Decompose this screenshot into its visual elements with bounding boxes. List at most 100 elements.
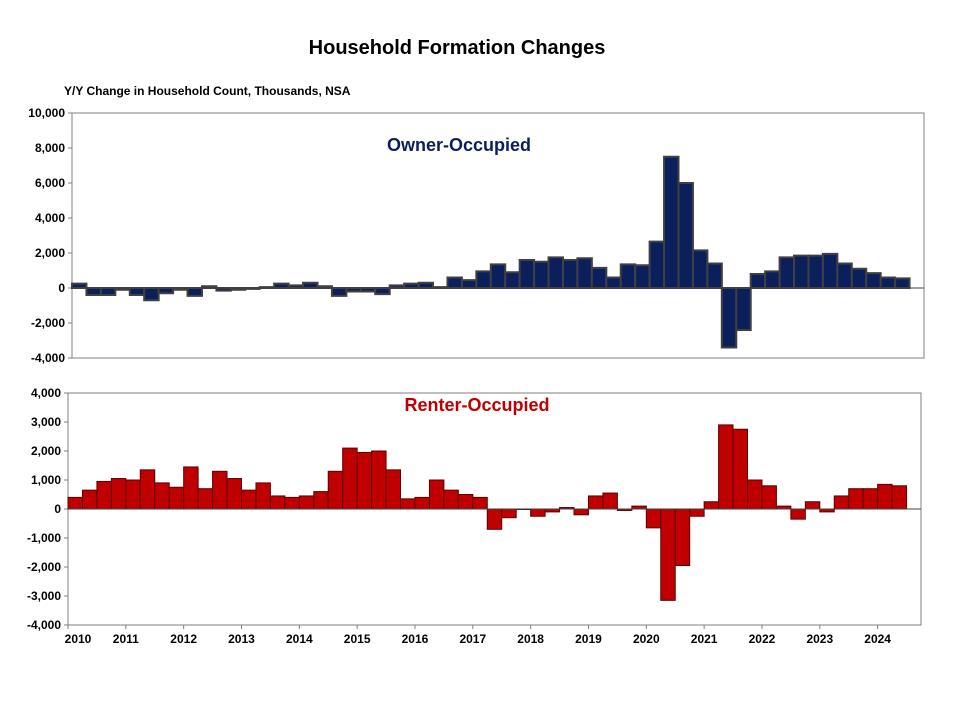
bar-2015q1 [359, 287, 377, 293]
y-tick-label: 2,000 [35, 246, 65, 260]
x-tick-label-2015: 2015 [344, 632, 371, 646]
bar-2014q4 [345, 287, 362, 293]
x-tick-label-2024: 2024 [864, 632, 891, 646]
bar-2012q1 [183, 466, 199, 510]
bar-2021q4 [749, 273, 767, 289]
bar-2021q3 [735, 287, 752, 331]
owner-occupied-panel: -4,000 -2,000 0 2,000 4,000 6,000 8,000 10,000 [28, 106, 925, 365]
bar-2010q2 [85, 287, 102, 296]
bar-2011q2 [143, 287, 160, 302]
y-tick-label: 3,000 [31, 415, 61, 429]
bar-2018q3 [561, 259, 579, 289]
bar-2020q1 [648, 240, 666, 289]
bar-2013q2 [255, 482, 271, 510]
bar-2011q2 [139, 469, 156, 510]
y-tick-label: 1,000 [31, 473, 61, 487]
bar-2013q1 [240, 489, 257, 510]
bar-2019q2 [605, 276, 622, 289]
bar-2023q4 [862, 488, 879, 510]
bar-2022q4 [807, 254, 824, 289]
bar-2016q3 [446, 276, 463, 289]
bar-2016q2 [428, 479, 445, 510]
bar-2020q4 [689, 508, 705, 517]
bar-2011q1 [128, 287, 146, 296]
bar-2014q4 [342, 447, 358, 510]
bar-2024q1 [877, 483, 893, 510]
bar-2017q1 [472, 496, 488, 510]
chart-title: Household Formation Changes [309, 37, 606, 59]
bar-2016q1 [417, 281, 435, 289]
bar-2012q1 [186, 287, 203, 297]
y-tick-label: 2,000 [31, 444, 61, 458]
bar-2011q1 [125, 479, 141, 510]
bar-2018q2 [547, 256, 564, 289]
bar-2021q1 [703, 501, 720, 510]
bar-2010q3 [99, 287, 117, 296]
bar-2021q4 [747, 479, 763, 510]
bar-2010q1 [67, 496, 83, 510]
bar-2023q4 [865, 272, 882, 289]
bar-2019q4 [634, 264, 651, 289]
bar-2016q1 [414, 496, 430, 510]
renter-occupied-label: Renter-Occupied [404, 395, 549, 415]
bar-2021q3 [732, 428, 749, 510]
bar-2024q1 [879, 276, 897, 289]
bar-2011q3 [154, 482, 170, 510]
bar-2022q1 [761, 485, 777, 510]
bar-2018q4 [576, 257, 593, 289]
y-tick-label: -4,000 [27, 618, 61, 632]
bar-2017q3 [501, 508, 517, 519]
bar-2023q1 [821, 252, 839, 289]
x-tick-label-2020: 2020 [633, 632, 660, 646]
bar-2021q2 [718, 424, 734, 510]
bar-2014q1 [302, 281, 319, 289]
x-tick-label-2022: 2022 [749, 632, 776, 646]
y-tick-label: 4,000 [31, 386, 61, 400]
renter-occupied-panel: -4,000 -3,000 -2,000 -1,000 0 1,000 2,000 3,000… [27, 386, 922, 632]
y-axis-label: Y/Y Change in Household Count, Thousands… [64, 84, 351, 98]
bar-2020q2 [660, 508, 676, 601]
bar-2024q2 [894, 277, 911, 289]
x-tick-label-2018: 2018 [517, 632, 544, 646]
bar-2013q3 [269, 495, 286, 510]
bar-2018q1 [533, 260, 550, 289]
bar-2018q4 [573, 508, 589, 516]
y-tick-label: 6,000 [35, 176, 65, 190]
bar-2021q2 [720, 287, 738, 349]
bar-2015q2 [374, 287, 391, 296]
y-tick-label: 10,000 [28, 106, 65, 120]
bar-2012q2 [197, 488, 214, 510]
bar-2010q1 [71, 282, 88, 289]
y-tick-label: -2,000 [31, 316, 65, 330]
bar-2015q4 [403, 282, 420, 289]
y-tick-label: -4,000 [31, 351, 65, 365]
bar-2020q4 [691, 249, 709, 289]
bar-2015q1 [356, 451, 373, 510]
bar-2024q2 [891, 485, 908, 510]
y-tick-label: 0 [54, 502, 61, 516]
bar-2020q2 [663, 155, 680, 289]
bar-2023q3 [848, 488, 864, 510]
bar-2017q2 [486, 508, 503, 530]
y-tick-label: -3,000 [27, 589, 61, 603]
bar-2015q3 [385, 469, 402, 510]
x-tick-label-2010: 2010 [65, 632, 92, 646]
bar-2017q4 [518, 259, 536, 289]
bar-2022q3 [793, 254, 810, 289]
bar-2010q3 [96, 480, 112, 510]
x-tick-label-2016: 2016 [402, 632, 429, 646]
x-tick-label-2011: 2011 [113, 632, 139, 646]
y-tick-label: -2,000 [27, 560, 61, 574]
bar-2017q2 [489, 263, 507, 289]
bar-2020q3 [677, 182, 694, 289]
bar-2019q1 [587, 495, 604, 510]
bar-2022q1 [764, 270, 781, 289]
bar-2017q1 [475, 270, 492, 289]
bar-2020q1 [645, 508, 662, 529]
y-tick-label: 0 [58, 281, 65, 295]
bar-2011q3 [157, 287, 175, 295]
bar-2010q2 [81, 489, 98, 510]
bar-2022q3 [790, 508, 806, 520]
x-tick-label-2014: 2014 [286, 632, 313, 646]
